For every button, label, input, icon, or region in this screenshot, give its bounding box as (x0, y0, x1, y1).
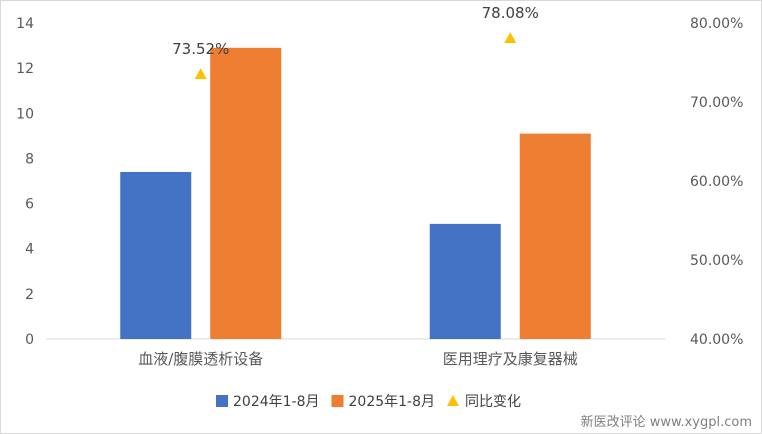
yoy-data-label: 73.52% (172, 40, 229, 58)
y-left-tick-label: 10 (16, 106, 34, 122)
y-right-tick-label: 70.00% (690, 95, 743, 111)
legend-swatch-0 (216, 395, 228, 407)
bar-series-2025-dialysis (210, 47, 282, 339)
y-left-tick-label: 14 (16, 16, 34, 32)
legend-triangle-icon (447, 395, 459, 406)
y-left-tick-label: 12 (16, 61, 34, 77)
y-left-tick-label: 4 (25, 242, 34, 258)
y-left-tick-label: 6 (25, 197, 34, 213)
y-right-tick-label: 50.00% (690, 253, 743, 269)
x-category-label: 血液/腹膜透析设备 (138, 350, 263, 368)
bar-series-2025-rehab (519, 133, 591, 339)
y-left-tick-label: 8 (25, 151, 34, 167)
legend-label: 2024年1-8月 (233, 394, 320, 410)
y-left-tick-label: 2 (25, 287, 34, 303)
legend-swatch-1 (331, 395, 344, 407)
watermark-text: 新医改评论 www.xygpl.com (580, 415, 752, 430)
bar-series-2024-rehab (429, 223, 501, 339)
yoy-marker-triangle (194, 68, 207, 79)
bar-series-2024-dialysis (120, 171, 192, 339)
y-left-tick-label: 0 (25, 332, 34, 348)
x-category-label: 医用理疗及康复器械 (443, 350, 578, 368)
y-right-tick-label: 80.00% (690, 16, 743, 32)
legend-label: 2025年1-8月 (349, 394, 436, 410)
y-right-tick-label: 60.00% (690, 174, 743, 190)
yoy-marker-triangle (504, 32, 517, 43)
legend-label: 同比变化 (465, 394, 521, 410)
yoy-data-label: 78.08% (482, 4, 539, 22)
y-right-tick-label: 40.00% (690, 332, 743, 348)
